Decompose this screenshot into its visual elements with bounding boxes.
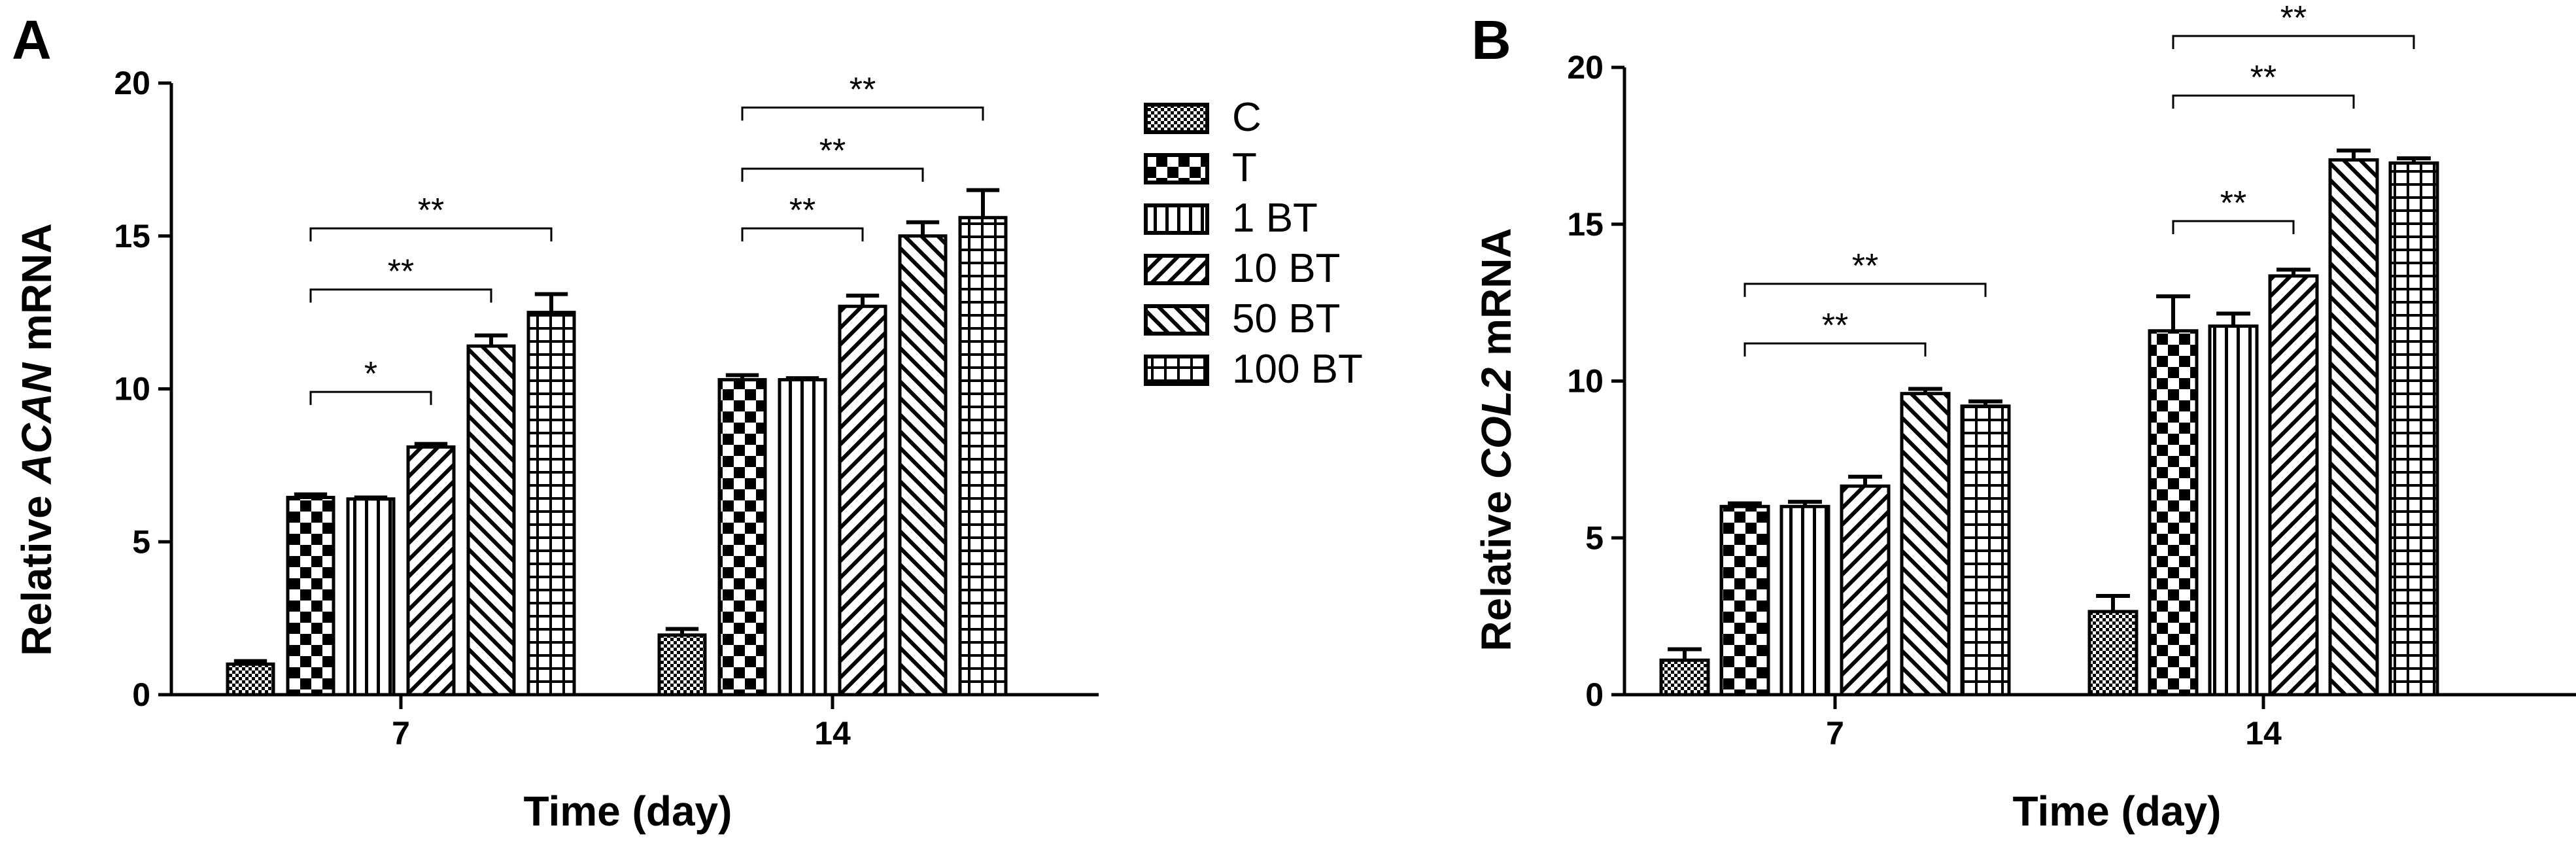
bar (2148, 329, 2199, 697)
bar (226, 662, 275, 697)
panel-b-y-axis-title: Relative COL2 mRNA (1473, 228, 1520, 651)
significance-label: * (364, 355, 377, 393)
legend-swatch (1144, 103, 1209, 134)
significance-label: ** (2280, 0, 2307, 37)
bar (898, 234, 948, 697)
bar (717, 377, 767, 697)
y-tick-label: 20 (114, 65, 150, 101)
legend-swatch (1144, 203, 1209, 235)
x-tick-label: 7 (392, 715, 410, 752)
legend-label: 10 BT (1232, 246, 1340, 291)
bar (1659, 658, 1710, 697)
bar (1960, 404, 2011, 697)
bar (838, 304, 887, 697)
bar (1900, 392, 1951, 697)
significance-label: ** (388, 253, 414, 291)
y-tick-label: 5 (132, 523, 150, 560)
bar (2208, 324, 2259, 697)
significance-bracket (741, 167, 924, 182)
significance-bracket (309, 227, 553, 242)
significance-bracket (309, 288, 492, 303)
bar (1779, 504, 1830, 697)
legend-label: 1 BT (1232, 196, 1318, 241)
y-tick-label: 15 (114, 218, 150, 254)
significance-label: ** (2220, 184, 2246, 222)
significance-bracket (741, 227, 864, 242)
significance-label: ** (1822, 307, 1848, 345)
significance-label: ** (1852, 247, 1878, 285)
significance-label: ** (2250, 59, 2276, 97)
bar (2087, 610, 2138, 697)
y-tick-label: 5 (1585, 519, 1604, 556)
panel-a-y-axis-title: Relative ACAN mRNA (13, 223, 60, 655)
panel-a-x-axis-title: Time (day) (524, 788, 732, 835)
y-tick-label: 20 (1567, 49, 1604, 86)
bar (406, 445, 456, 697)
significance-bracket (1743, 342, 1927, 357)
bar (526, 311, 576, 697)
y-tick-label: 15 (1567, 206, 1604, 243)
panel-b-label: B (1471, 9, 1511, 71)
bar (466, 344, 516, 697)
significance-label: ** (819, 132, 846, 170)
bar (2328, 158, 2379, 697)
bar (958, 216, 1008, 697)
x-tick-label: 14 (2245, 715, 2282, 752)
y-tick-label: 0 (132, 676, 150, 713)
y-tick-label: 10 (114, 371, 150, 408)
legend-swatch (1144, 304, 1209, 336)
legend-label: 50 BT (1232, 296, 1340, 341)
legend: CT 1 BT 10 BT 50 BT 100 BT (1144, 95, 1363, 392)
y-tick-label: 10 (1567, 363, 1604, 400)
bar (1719, 504, 1770, 697)
panel-b-x-axis-title: Time (day) (2013, 788, 2222, 835)
significance-label: ** (789, 192, 816, 230)
bar (286, 495, 335, 697)
x-tick-label: 14 (814, 715, 851, 752)
legend-swatch (1144, 355, 1209, 386)
significance-bracket (309, 391, 432, 406)
legend-swatch (1144, 254, 1209, 285)
legend-label: 100 BT (1232, 347, 1363, 392)
significance-label: ** (850, 71, 876, 109)
bar (346, 497, 396, 697)
significance-bracket (2172, 94, 2355, 109)
panel-a-label: A (12, 9, 52, 71)
panel-b: B Relative COL2 mRNA Time (day) 0 5 10 15 20… (1471, 0, 2576, 835)
bar (657, 633, 707, 697)
significance-bracket (741, 106, 984, 121)
significance-bracket (2172, 220, 2295, 234)
x-tick-label: 7 (1826, 715, 1844, 752)
significance-bracket (1743, 283, 1987, 297)
bar (2268, 274, 2319, 697)
significance-label: ** (418, 192, 444, 230)
panel-a: A Relative ACAN mRNA Time (day) 0 5 10 15 20… (12, 9, 1099, 835)
bar (1840, 484, 1891, 697)
significance-bracket (2172, 35, 2415, 50)
bar (778, 377, 827, 697)
legend-label: C (1232, 95, 1262, 140)
legend-swatch (1144, 153, 1209, 184)
bar (2388, 161, 2439, 697)
y-tick-label: 0 (1585, 676, 1604, 713)
legend-label: T (1232, 145, 1257, 190)
